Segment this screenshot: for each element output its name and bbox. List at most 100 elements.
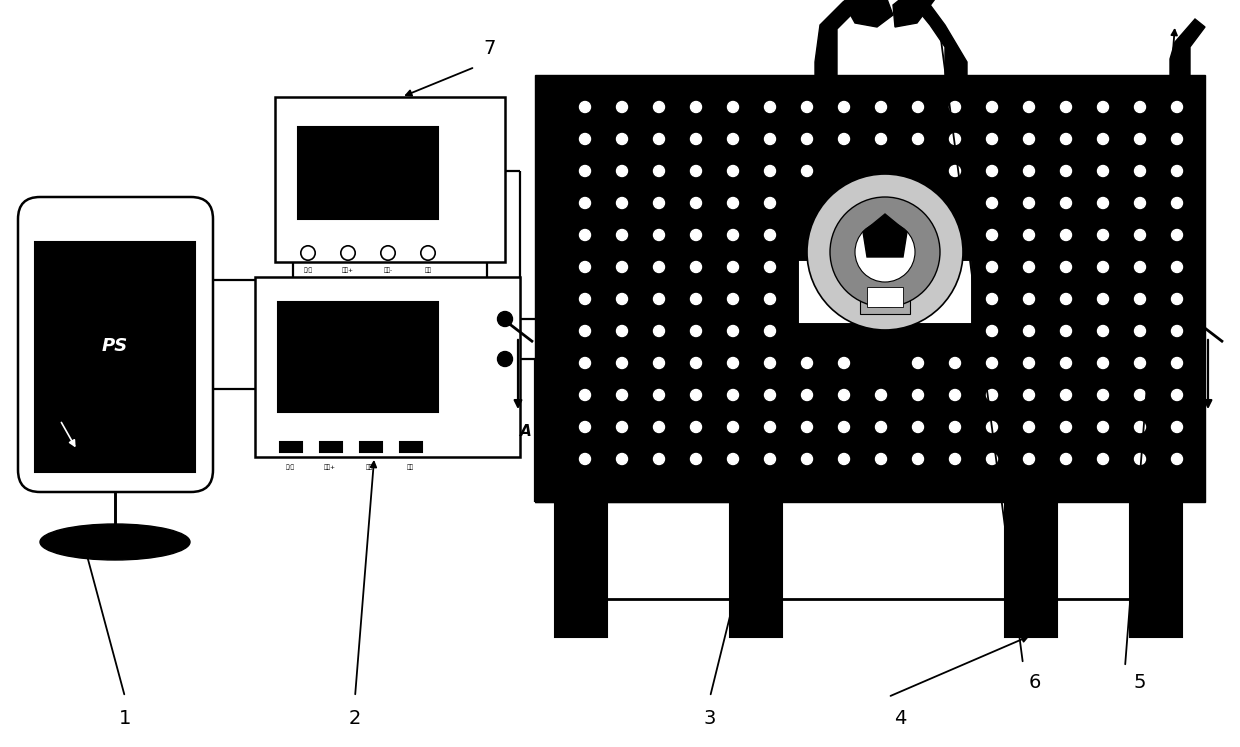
Circle shape (1135, 453, 1146, 465)
Bar (556, 499, 608, 637)
Circle shape (616, 294, 627, 305)
Circle shape (1023, 261, 1034, 273)
Circle shape (691, 197, 702, 208)
Ellipse shape (40, 524, 190, 560)
Bar (320, 442, 342, 452)
Circle shape (1135, 294, 1146, 305)
Circle shape (913, 421, 924, 433)
Circle shape (987, 389, 997, 400)
Circle shape (616, 134, 627, 144)
Circle shape (653, 134, 665, 144)
Circle shape (616, 261, 627, 273)
Circle shape (579, 197, 590, 208)
Circle shape (616, 358, 627, 368)
Circle shape (1097, 166, 1109, 176)
Text: 6: 6 (1029, 672, 1042, 692)
Circle shape (1060, 229, 1071, 241)
Circle shape (301, 246, 315, 260)
Circle shape (1023, 358, 1034, 368)
Circle shape (1135, 102, 1146, 113)
Circle shape (765, 134, 775, 144)
Circle shape (1060, 358, 1071, 368)
Circle shape (579, 294, 590, 305)
Circle shape (616, 197, 627, 208)
Circle shape (1023, 453, 1034, 465)
Circle shape (653, 261, 665, 273)
Circle shape (913, 358, 924, 368)
Circle shape (616, 229, 627, 241)
Circle shape (950, 389, 961, 400)
Circle shape (579, 326, 590, 336)
Circle shape (1060, 294, 1071, 305)
Circle shape (987, 229, 997, 241)
FancyBboxPatch shape (19, 197, 213, 492)
Circle shape (616, 102, 627, 113)
Circle shape (1023, 134, 1034, 144)
Circle shape (579, 358, 590, 368)
Circle shape (691, 453, 702, 465)
Circle shape (420, 246, 435, 260)
Circle shape (1135, 358, 1146, 368)
Circle shape (728, 229, 739, 241)
Circle shape (1172, 197, 1183, 208)
Circle shape (1023, 229, 1034, 241)
Circle shape (616, 453, 627, 465)
Circle shape (1060, 102, 1071, 113)
Circle shape (1172, 453, 1183, 465)
Text: 电压+: 电压+ (324, 464, 336, 470)
Text: A: A (520, 424, 532, 439)
Circle shape (1023, 421, 1034, 433)
Bar (278, 302, 438, 412)
Circle shape (1060, 389, 1071, 400)
Circle shape (913, 453, 924, 465)
Circle shape (838, 102, 849, 113)
Circle shape (728, 166, 739, 176)
Polygon shape (863, 214, 906, 257)
Polygon shape (534, 75, 1205, 502)
Text: 温度+: 温度+ (342, 267, 353, 273)
Circle shape (765, 453, 775, 465)
Circle shape (728, 197, 739, 208)
Circle shape (1172, 326, 1183, 336)
Polygon shape (918, 2, 967, 75)
Circle shape (1097, 421, 1109, 433)
Circle shape (875, 421, 887, 433)
Text: 7: 7 (484, 40, 496, 58)
Bar (861, 256, 910, 314)
Circle shape (579, 102, 590, 113)
Circle shape (1023, 294, 1034, 305)
Circle shape (1060, 134, 1071, 144)
Circle shape (728, 261, 739, 273)
Circle shape (765, 358, 775, 368)
Circle shape (987, 261, 997, 273)
Circle shape (579, 453, 590, 465)
Circle shape (801, 358, 812, 368)
Circle shape (1023, 166, 1034, 176)
Circle shape (838, 358, 849, 368)
Circle shape (1097, 326, 1109, 336)
Bar (255, 277, 520, 457)
Polygon shape (815, 0, 870, 75)
Circle shape (765, 102, 775, 113)
Bar (1130, 499, 1182, 637)
Circle shape (579, 166, 590, 176)
Circle shape (691, 358, 702, 368)
Polygon shape (893, 0, 935, 27)
Bar (800, 262, 970, 322)
Circle shape (765, 261, 775, 273)
Circle shape (1060, 421, 1071, 433)
Text: PS: PS (102, 336, 128, 355)
Text: 模式: 模式 (424, 267, 432, 273)
Bar (275, 97, 505, 262)
Circle shape (579, 229, 590, 241)
Circle shape (1097, 102, 1109, 113)
Circle shape (579, 261, 590, 273)
Bar (730, 499, 782, 637)
Circle shape (838, 134, 849, 144)
Circle shape (497, 311, 512, 326)
Circle shape (728, 102, 739, 113)
Circle shape (1135, 134, 1146, 144)
Circle shape (691, 389, 702, 400)
Circle shape (875, 102, 887, 113)
Circle shape (728, 421, 739, 433)
